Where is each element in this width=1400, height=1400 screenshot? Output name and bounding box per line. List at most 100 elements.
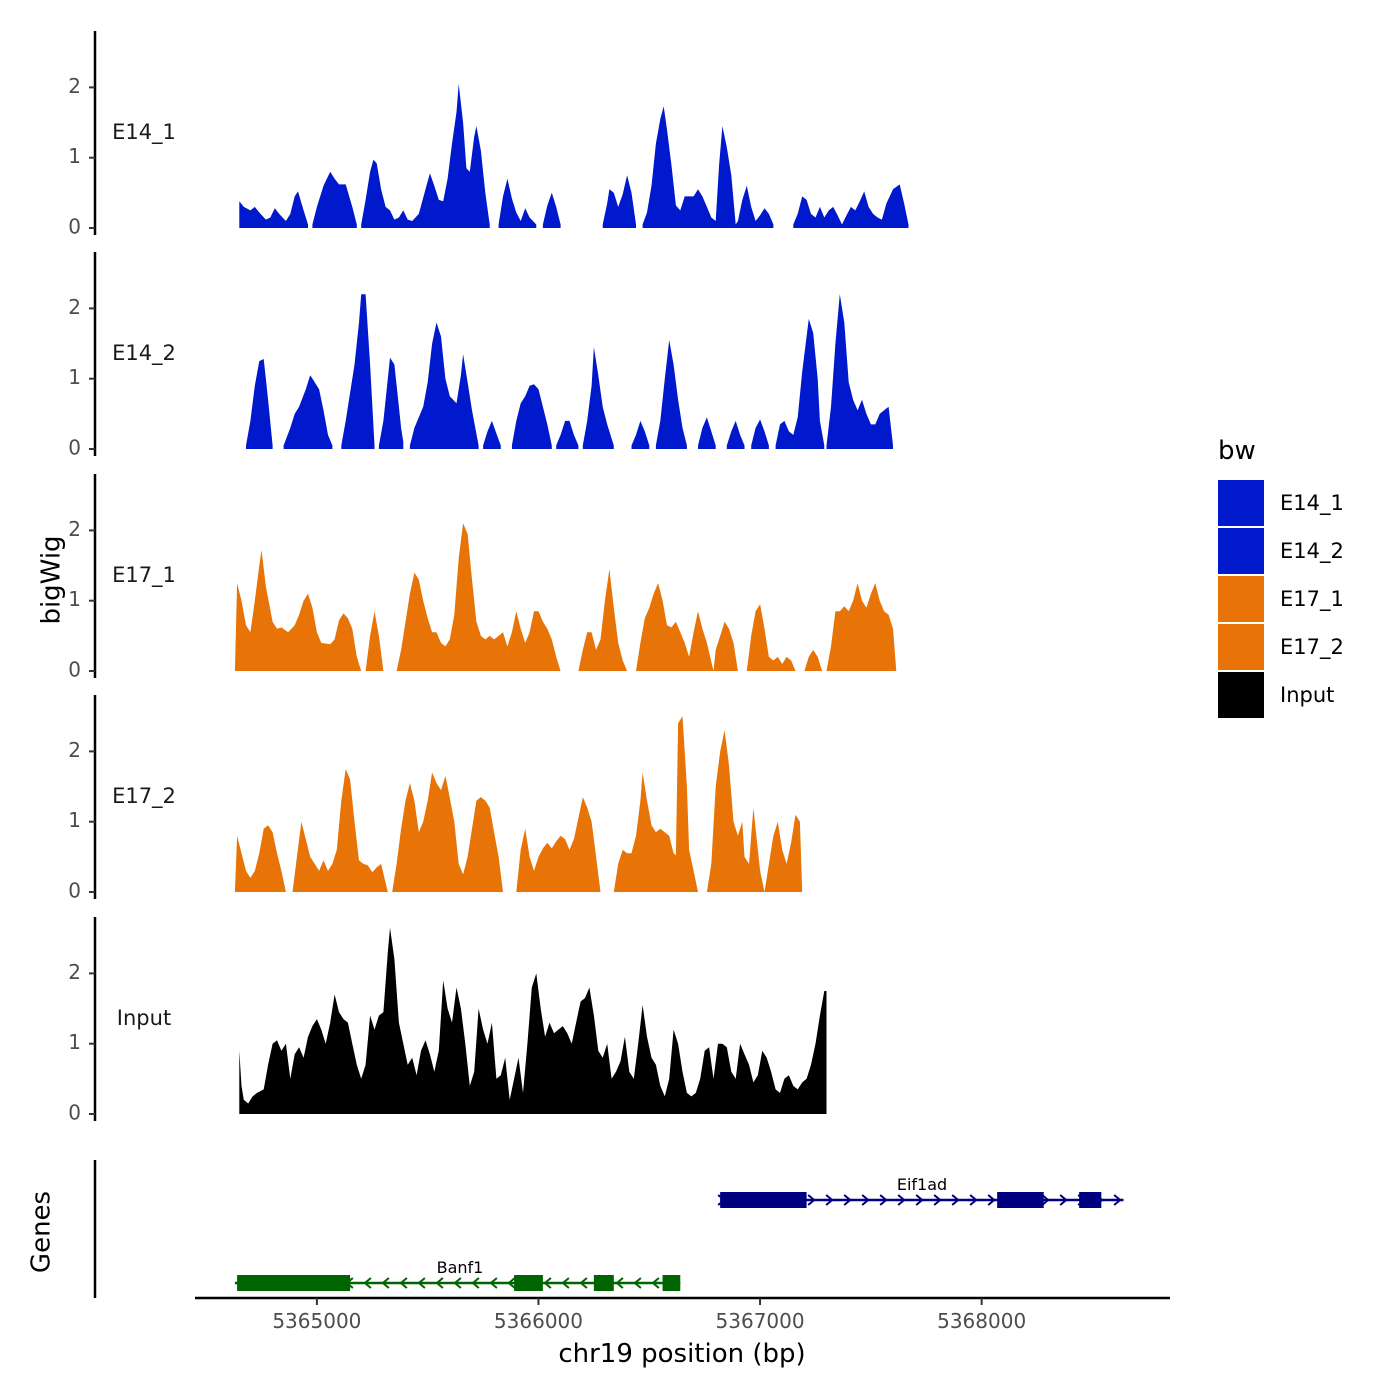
strand-chevron (915, 1194, 924, 1206)
gene-label: Banf1 (437, 1258, 484, 1277)
area-segment (726, 420, 745, 449)
area-segment (483, 420, 501, 449)
area-segment (246, 359, 273, 449)
area-segment (613, 716, 698, 892)
area-segment (636, 583, 738, 671)
strand-chevron (969, 1194, 978, 1206)
y-tick-label: 2 (68, 517, 81, 541)
track-e14-2: 0 1 2 E14_2 (68, 252, 893, 460)
gene-eif1ad: Eif1ad (717, 1175, 1124, 1208)
strand-chevron (807, 1194, 816, 1206)
strand-chevron (453, 1277, 462, 1289)
strand-chevron (363, 1277, 372, 1289)
area-segment (751, 419, 769, 449)
y-tick-label: 2 (68, 960, 81, 984)
strand-chevron (399, 1277, 408, 1289)
strand-chevron (489, 1277, 498, 1289)
legend: bw E14_1 E14_2 E17_1 E17_2 Input (1218, 436, 1344, 718)
area-segment (365, 611, 384, 671)
strand-chevron (1041, 1194, 1050, 1206)
gene-banf1: Banf1 (234, 1258, 681, 1291)
area-segment (516, 797, 601, 892)
y-tick-label: 0 (68, 215, 81, 239)
area-segment (804, 649, 823, 671)
legend-swatch (1218, 576, 1264, 622)
bigwig-tracks: 0 1 2 E14_1 0 1 2 E14_2 0 1 2 E17_1 0 1 2 E17_2 0 1 2 Input (68, 31, 909, 1125)
x-axis: 5365000 5366000 5367000 5368000 (195, 1296, 1170, 1333)
area-segment (655, 340, 687, 449)
x-tick-label: 5365000 (272, 1309, 361, 1333)
area-segment (706, 730, 803, 892)
y-tick-label: 2 (68, 295, 81, 319)
area-segment (775, 318, 825, 449)
strand-chevron (615, 1277, 624, 1289)
area-segment (396, 523, 561, 671)
x-axis-title: chr19 position (bp) (558, 1339, 805, 1369)
strand-chevron (897, 1194, 906, 1206)
strand-chevron (825, 1194, 834, 1206)
area-segment (341, 294, 375, 449)
area-segment (556, 420, 579, 449)
legend-label: E17_2 (1280, 635, 1344, 660)
gene-exon (593, 1275, 614, 1291)
x-tick-label: 5368000 (937, 1309, 1026, 1333)
area-segment (582, 347, 614, 449)
gene-track: Banf1 Eif1ad (93, 1160, 1124, 1298)
legend-swatch (1218, 480, 1264, 526)
strand-chevron (1059, 1194, 1068, 1206)
y-tick-label: 0 (68, 658, 81, 682)
strand-chevron (561, 1277, 570, 1289)
strand-chevron (435, 1277, 444, 1289)
area-segment (361, 83, 490, 229)
area-segment (602, 175, 636, 228)
area-segment (542, 192, 561, 228)
track-e14-1: 0 1 2 E14_1 (68, 31, 909, 239)
y-tick-label: 2 (68, 738, 81, 762)
strand-chevron (471, 1277, 480, 1289)
strand-chevron (543, 1277, 552, 1289)
y-tick-label: 0 (68, 1101, 81, 1125)
track-label: E17_1 (112, 563, 176, 588)
y-tick-label: 1 (68, 365, 81, 389)
legend-item-e17-1: E17_1 (1218, 576, 1344, 622)
area-segment (239, 191, 308, 228)
area-segment (578, 569, 628, 671)
area-segment (234, 550, 362, 671)
track-label: Input (117, 1006, 171, 1030)
strand-chevron (987, 1194, 996, 1206)
strand-chevron (951, 1194, 960, 1206)
y-tick-label: 0 (68, 879, 81, 903)
area-segment (511, 384, 552, 449)
strand-chevron (381, 1277, 390, 1289)
track-input: 0 1 2 Input (68, 917, 827, 1125)
area-segment (312, 171, 357, 228)
legend-swatch (1218, 672, 1264, 718)
legend-item-e17-2: E17_2 (1218, 624, 1344, 670)
legend-label: E14_2 (1280, 539, 1344, 564)
gene-exon (1079, 1192, 1102, 1208)
strand-chevron (1113, 1194, 1122, 1206)
genes-axis-title: Genes (27, 1191, 57, 1273)
strand-chevron (651, 1277, 660, 1289)
y-tick-label: 1 (68, 587, 81, 611)
legend-label: E14_1 (1280, 491, 1344, 516)
strand-chevron (633, 1277, 642, 1289)
area-segment (283, 375, 333, 449)
area-segment (746, 604, 796, 671)
area-segment (378, 357, 404, 449)
gene-label: Eif1ad (897, 1175, 947, 1194)
track-e17-1: 0 1 2 E17_1 (68, 474, 897, 682)
track-label: E17_2 (112, 784, 176, 809)
gene-exon (720, 1192, 807, 1208)
strand-chevron (417, 1277, 426, 1289)
x-tick-label: 5367000 (716, 1309, 805, 1333)
legend-label: Input (1280, 683, 1334, 707)
track-label: E14_1 (112, 120, 176, 145)
area-segment (631, 420, 650, 449)
area-segment (826, 583, 897, 671)
legend-item-e14-1: E14_1 (1218, 480, 1344, 526)
legend-item-input: Input (1218, 672, 1334, 718)
strand-chevron (861, 1194, 870, 1206)
strand-chevron (933, 1194, 942, 1206)
